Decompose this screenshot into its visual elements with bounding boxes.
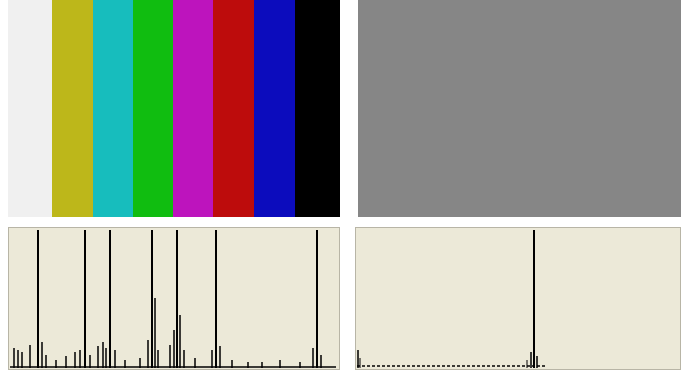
color-bars	[8, 0, 340, 217]
bar-green	[133, 0, 173, 217]
histogram-right	[356, 228, 681, 370]
bar-yellow	[52, 0, 93, 217]
histogram-panel	[356, 228, 681, 370]
gray-image	[358, 0, 681, 217]
bar-magenta	[173, 0, 213, 217]
bar-white	[8, 0, 52, 217]
bar-cyan	[93, 0, 133, 217]
screenshot	[0, 0, 681, 375]
bar-blue	[254, 0, 295, 217]
page	[0, 0, 681, 375]
bar-red	[213, 0, 254, 217]
histogram-left	[9, 228, 340, 370]
bar-black	[295, 0, 340, 217]
